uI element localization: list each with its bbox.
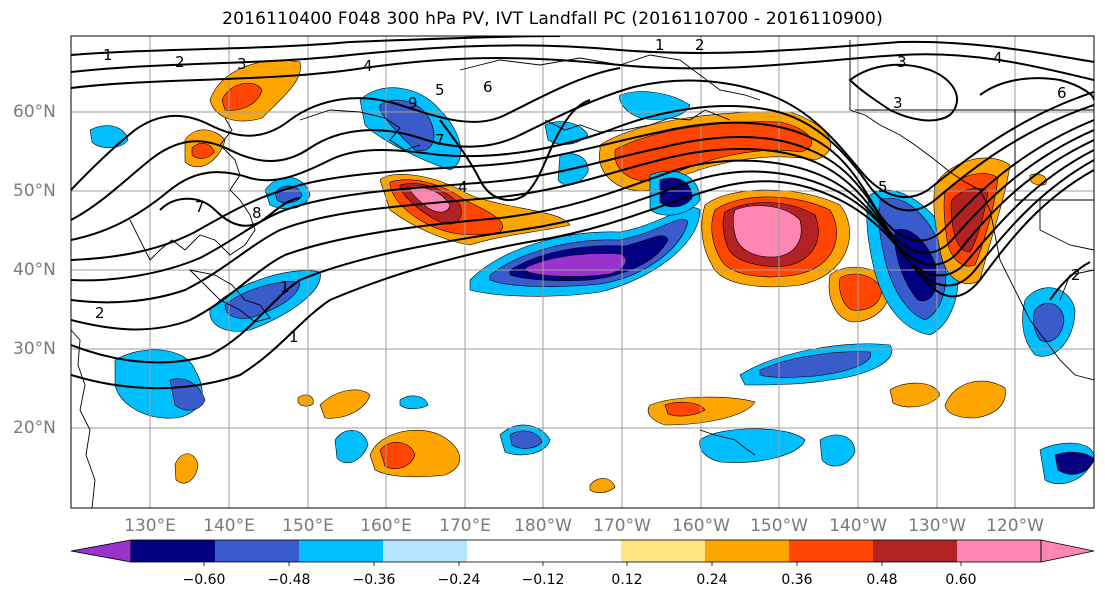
contour-label: 2 xyxy=(695,36,705,54)
colorbar-bin xyxy=(131,540,215,562)
map-plot-area: 1 2 3 4 5 6 7 8 9 2 3 4 1 2 3 4 5 6 7 1 … xyxy=(71,36,1094,508)
contour-label: 1 xyxy=(280,278,290,296)
contour-label: 4 xyxy=(458,178,468,196)
colorbar-extend-min xyxy=(70,539,132,563)
lon-label: 150°E xyxy=(282,516,334,536)
graticule xyxy=(71,36,1094,508)
lon-label: 160°W xyxy=(672,516,730,536)
map-title: 2016110400 F048 300 hPa PV, IVT Landfall… xyxy=(222,9,883,29)
colorbar-tick-label: 0.24 xyxy=(696,572,728,588)
colorbar-tick-label: −0.12 xyxy=(521,572,565,588)
colorbar xyxy=(70,539,1095,566)
colorbar-bin xyxy=(957,540,1041,562)
lat-label: 60°N xyxy=(13,102,56,122)
colorbar-bin xyxy=(467,540,621,562)
lon-label: 170°E xyxy=(439,516,491,536)
lat-label: 30°N xyxy=(13,339,56,359)
colorbar-tick-label: −0.36 xyxy=(352,572,396,588)
contour-label: 7 xyxy=(195,198,205,216)
contour-label: 3 xyxy=(897,53,907,71)
lon-label: 160°E xyxy=(360,516,412,536)
lat-label: 20°N xyxy=(13,418,56,438)
contour-label: 8 xyxy=(252,204,262,222)
contour-label: 4 xyxy=(993,49,1003,67)
lon-label: 170°W xyxy=(593,516,651,536)
contour-label: 6 xyxy=(1057,84,1067,102)
lon-label: 140°E xyxy=(203,516,255,536)
colorbar-bin xyxy=(299,540,383,562)
colorbar-bin xyxy=(621,540,705,562)
contour-label: 9 xyxy=(408,94,418,112)
contour-label: 5 xyxy=(878,178,888,196)
contour-label: 2 xyxy=(175,53,185,71)
colorbar-extend-max xyxy=(1040,539,1095,563)
colorbar-bin xyxy=(789,540,873,562)
colorbar-bin xyxy=(383,540,467,562)
colorbar-tick-label: 0.12 xyxy=(611,572,643,588)
lon-label: 130°E xyxy=(124,516,176,536)
coastlines xyxy=(71,40,1094,508)
contour-label: 4 xyxy=(363,57,373,75)
contour-label: 6 xyxy=(483,78,493,96)
colorbar-tick-label: −0.60 xyxy=(182,572,226,588)
contour-label: 3 xyxy=(237,55,247,73)
colorbar-tick-label: 0.36 xyxy=(781,572,813,588)
colorbar-tick-label: −0.48 xyxy=(267,572,311,588)
contour-label: 7 xyxy=(435,131,445,149)
contour-label: 3 xyxy=(893,94,903,112)
lat-label: 40°N xyxy=(13,260,56,280)
colorbar-tick-label: 0.60 xyxy=(945,572,977,588)
contour-label: 2 xyxy=(95,304,105,322)
contour-label: 1 xyxy=(655,36,665,54)
lon-label: 180°W xyxy=(514,516,572,536)
lon-label: 150°W xyxy=(750,516,808,536)
lon-label: 140°W xyxy=(829,516,887,536)
contour-label: 1 xyxy=(289,328,299,346)
contour-label: 1 xyxy=(103,46,113,64)
pv-contours xyxy=(71,36,1094,390)
colorbar-bin xyxy=(215,540,299,562)
lon-label: 130°W xyxy=(908,516,966,536)
contour-label: 2 xyxy=(1071,266,1081,284)
contour-label: 5 xyxy=(435,81,445,99)
plot-frame xyxy=(70,35,1095,509)
lat-label: 50°N xyxy=(13,181,56,201)
colorbar-tick-label: −0.24 xyxy=(437,572,481,588)
colorbar-bin xyxy=(873,540,957,562)
colorbar-tick-label: 0.48 xyxy=(866,572,898,588)
lon-label: 120°W xyxy=(986,516,1044,536)
contour-labels: 1 2 3 4 5 6 7 8 9 2 3 4 1 2 3 4 5 6 7 1 … xyxy=(95,36,1081,346)
colorbar-bin xyxy=(705,540,789,562)
